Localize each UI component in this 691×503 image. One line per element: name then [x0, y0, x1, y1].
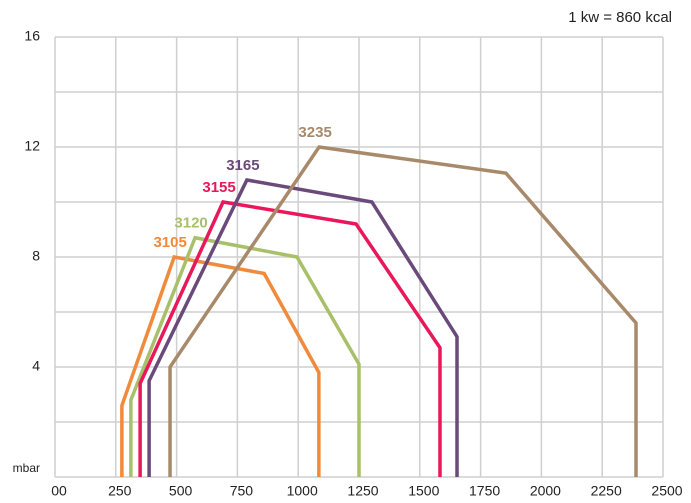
x-tick-label: 1500	[408, 483, 439, 499]
x-tick-label: 2000	[530, 483, 561, 499]
y-tick-label: 4	[32, 358, 40, 374]
x-tick-label: 250	[108, 483, 132, 499]
series-label: 3155	[202, 179, 235, 196]
x-tick-label: 500	[169, 483, 193, 499]
series-line	[168, 145, 638, 477]
series-line	[147, 178, 459, 477]
x-tick-label: 750	[230, 483, 254, 499]
x-tick-label: 2500	[651, 483, 682, 499]
annotation: 1 kw = 860 kcal	[568, 9, 672, 26]
x-tick-label: 1250	[347, 483, 378, 499]
y-tick-label: 12	[24, 138, 40, 154]
x-tick-label: 1000	[287, 483, 318, 499]
x-tick-label: 1750	[469, 483, 500, 499]
x-tick-label: 2250	[591, 483, 622, 499]
x-tick-label: 00	[51, 483, 67, 499]
series-line	[138, 200, 442, 477]
series-label: 3165	[226, 157, 259, 174]
series-label: 3105	[153, 234, 186, 251]
y-tick-label: mbar	[13, 461, 40, 475]
series-line	[120, 255, 321, 477]
series-label: 3120	[174, 215, 207, 232]
y-tick-label: 8	[32, 248, 40, 264]
series-label: 3235	[298, 124, 331, 141]
y-tick-label: 16	[24, 28, 40, 44]
series-line	[129, 235, 361, 477]
